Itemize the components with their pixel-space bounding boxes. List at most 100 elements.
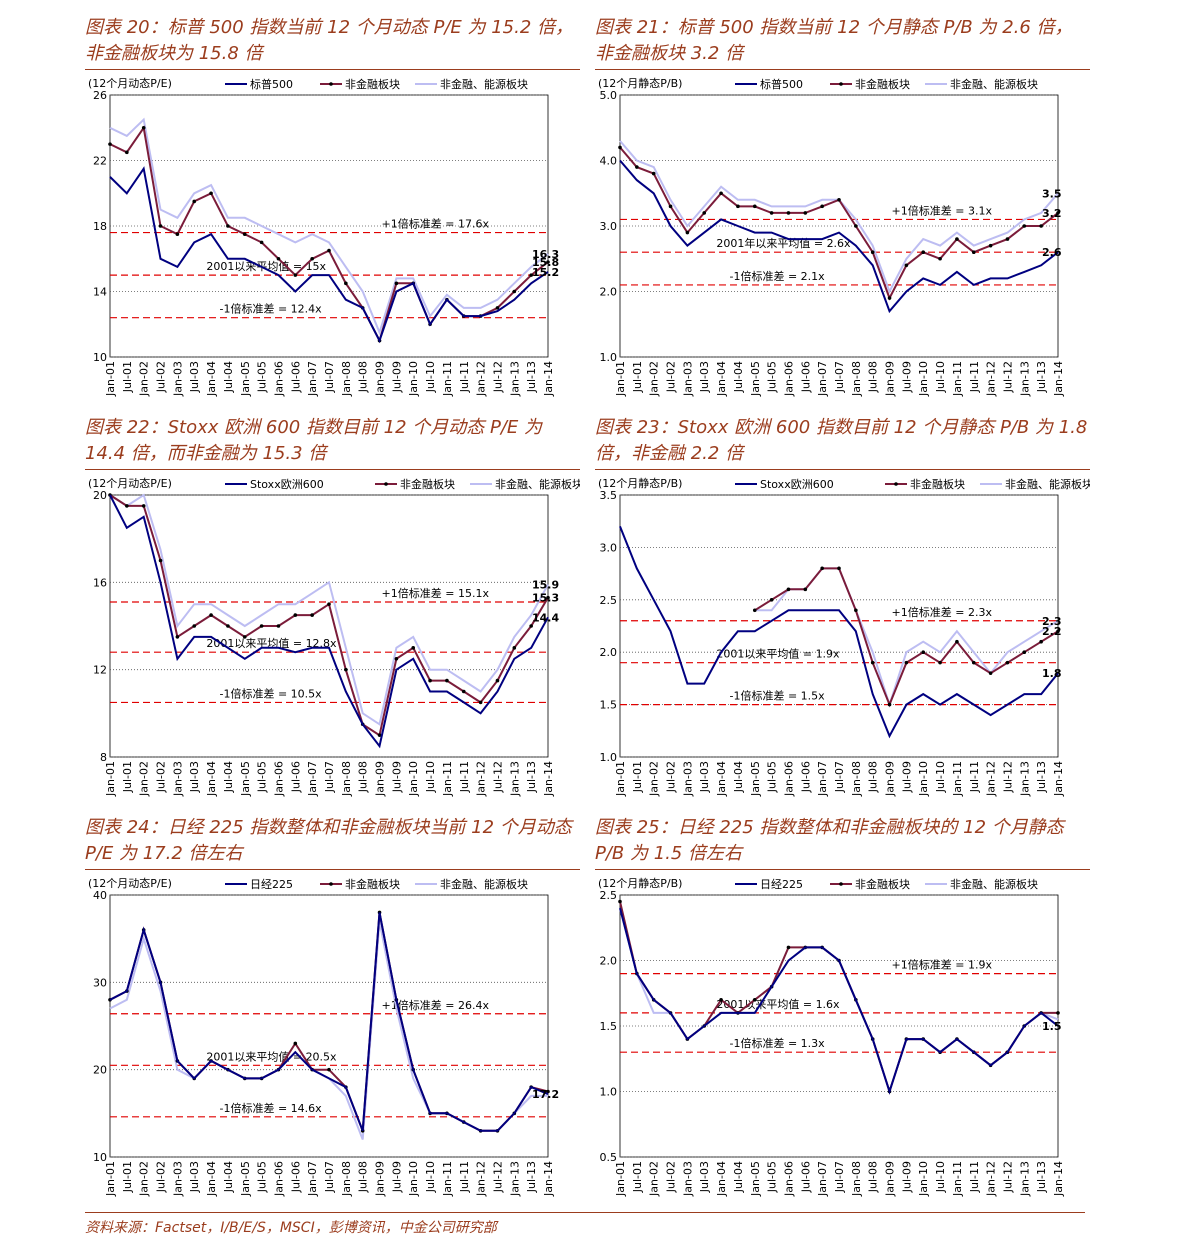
- x-tick-label: Jul-09: [900, 761, 913, 793]
- series-marker: [344, 667, 348, 672]
- x-tick-label: Jul-04: [222, 761, 235, 793]
- series-marker: [921, 250, 926, 254]
- series-marker: [618, 145, 622, 150]
- series-marker: [769, 211, 774, 215]
- x-tick-label: Jan-10: [917, 1161, 930, 1197]
- chart-title: 图表 24：日经 225 指数整体和非金融板块当前 12 个月动态 P/E 为 …: [85, 815, 580, 870]
- series-marker: [310, 613, 314, 617]
- chart-title: 图表 21：标普 500 指数当前 12 个月静态 P/B 为 2.6 倍，非金…: [595, 15, 1090, 70]
- series-marker: [887, 702, 892, 707]
- y-axis-label: (12个月动态P/E): [88, 877, 172, 890]
- reference-label: -1倍标准差 = 1.5x: [730, 689, 826, 703]
- x-tick-label: Jan-11: [951, 1161, 964, 1197]
- legend-label: 非金融、能源板块: [950, 877, 1038, 891]
- x-tick-label: Jan-02: [138, 1161, 151, 1197]
- x-tick-label: Jul-04: [222, 361, 235, 393]
- x-tick-label: Jan-02: [138, 361, 151, 397]
- series-marker: [158, 558, 163, 563]
- series-marker: [226, 224, 230, 228]
- x-tick-label: Jul-01: [631, 361, 644, 393]
- chart-title: 图表 25：日经 225 指数整体和非金融板块的 12 个月静态 P/B 为 1…: [595, 815, 1090, 870]
- series-line: [109, 117, 549, 336]
- y-tick-label: 1.0: [600, 351, 618, 364]
- x-tick-label: Jul-03: [188, 1161, 201, 1193]
- chart: 10 20 30 40 Jan-01 Jul-01 Jan-02 Jul-02 Jan-03 Ju…: [88, 877, 559, 1197]
- x-tick-label: Jul-08: [357, 361, 370, 393]
- x-tick-label: Jan-12: [475, 361, 488, 397]
- end-value-label: 16.3: [532, 248, 559, 261]
- series-line: [109, 166, 549, 344]
- y-tick-label: 2.0: [600, 955, 618, 968]
- x-tick-label: Jan-12: [475, 761, 488, 797]
- legend-label: 非金融、能源板块: [495, 477, 580, 491]
- series-marker: [546, 595, 550, 600]
- x-tick-label: Jan-04: [205, 361, 218, 397]
- series-marker: [786, 211, 791, 215]
- series-marker: [175, 232, 180, 236]
- x-tick-label: Jul-05: [256, 1161, 269, 1193]
- x-tick-label: Jul-10: [934, 361, 947, 393]
- x-tick-label: Jul-13: [1035, 361, 1048, 393]
- series-marker: [887, 296, 892, 300]
- series-line: [109, 921, 548, 1140]
- legend-label: 非金融板块: [345, 877, 400, 891]
- series-marker: [529, 624, 533, 628]
- x-tick-label: Jan-12: [475, 1161, 488, 1197]
- plot-frame: [109, 894, 549, 1158]
- x-tick-label: Jul-06: [289, 361, 302, 393]
- x-tick-label: Jan-07: [816, 761, 829, 797]
- x-tick-label: Jul-11: [968, 761, 981, 793]
- x-tick-label: Jan-09: [374, 1161, 387, 1197]
- x-tick-label: Jan-04: [205, 761, 218, 797]
- x-tick-label: Jul-05: [766, 761, 779, 793]
- x-tick-label: Jul-11: [968, 361, 981, 393]
- series-marker: [651, 171, 656, 176]
- x-tick-label: Jan-02: [648, 361, 661, 397]
- series-marker: [209, 613, 213, 617]
- x-tick-label: Jul-10: [934, 1161, 947, 1193]
- x-tick-label: Jul-10: [424, 1161, 437, 1193]
- x-tick-label: Jul-07: [323, 361, 336, 393]
- end-value-label: 14.4: [532, 611, 559, 624]
- x-tick-label: Jan-11: [441, 1161, 454, 1197]
- y-axis-label: (12个月静态P/B): [598, 877, 682, 890]
- reference-label: 2001以来平均值 = 1.9x: [716, 648, 840, 661]
- y-tick-label: 2.5: [600, 889, 618, 902]
- chart: 1.0 1.5 2.0 2.5 3.0 3.5 Jan-01 Jul-01 Jan-02 Jul-…: [598, 477, 1090, 797]
- x-tick-label: Jul-11: [458, 361, 471, 393]
- series-marker: [736, 204, 740, 209]
- legend-label: 日经225: [250, 878, 293, 891]
- series-marker: [327, 1067, 331, 1072]
- x-tick-label: Jul-08: [357, 1161, 370, 1193]
- series-marker: [955, 639, 959, 644]
- series-marker: [921, 650, 926, 654]
- x-tick-label: Jul-07: [323, 1161, 336, 1193]
- series-line: [109, 912, 549, 1132]
- series-marker: [276, 256, 281, 261]
- series-line: [619, 526, 1059, 739]
- x-tick-label: Jul-03: [698, 761, 711, 793]
- series-marker: [461, 689, 466, 694]
- x-tick-label: Jan-08: [340, 361, 353, 397]
- y-tick-label: 16: [93, 576, 107, 589]
- x-tick-label: Jan-12: [985, 761, 998, 797]
- series-marker: [854, 224, 858, 228]
- series-marker: [226, 624, 230, 628]
- x-tick-label: Jan-08: [340, 1161, 353, 1197]
- end-value-label: 15.9: [532, 579, 559, 592]
- series-line: [619, 159, 1059, 314]
- x-tick-label: Jul-04: [732, 761, 745, 793]
- x-tick-label: Jul-12: [1001, 761, 1014, 793]
- y-tick-label: 0.5: [600, 1151, 618, 1164]
- x-tick-label: Jul-11: [458, 1161, 471, 1193]
- series-marker: [719, 191, 723, 196]
- series-marker: [276, 624, 281, 628]
- series-marker: [445, 678, 449, 683]
- series-marker: [259, 240, 264, 245]
- legend-label: 标普500: [760, 77, 803, 91]
- series-marker: [955, 237, 959, 241]
- series-marker: [293, 273, 298, 277]
- x-tick-label: Jan-04: [205, 1161, 218, 1197]
